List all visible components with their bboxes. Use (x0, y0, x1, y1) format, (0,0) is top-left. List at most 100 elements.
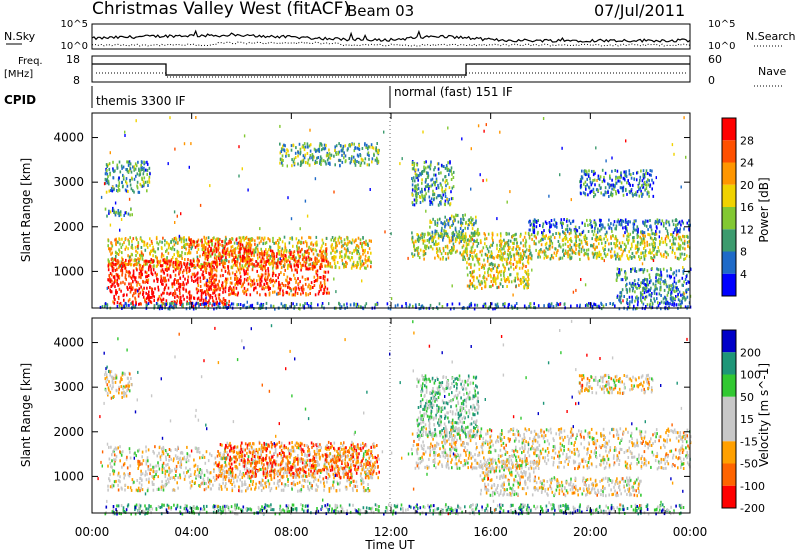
power-cell (464, 238, 467, 242)
power-cell (665, 255, 668, 259)
power-cell (553, 236, 556, 240)
power-cell (317, 259, 319, 263)
power-cell (279, 283, 281, 287)
power-cell (276, 264, 279, 268)
power-cell (216, 262, 219, 266)
power-cell (303, 260, 305, 264)
power-cell (637, 230, 639, 234)
power-cell (430, 178, 432, 182)
freq-unit: [MHz] (4, 69, 33, 80)
power-cell (655, 279, 657, 283)
power-cell (446, 179, 448, 182)
power-cell (222, 290, 224, 294)
power-cell (218, 296, 220, 300)
power-cell (174, 278, 176, 281)
power-cell (561, 226, 563, 229)
power-cell (504, 266, 506, 270)
power-cell (491, 233, 494, 237)
power-cell (433, 168, 435, 172)
power-cell (273, 257, 276, 261)
power-cell (423, 197, 425, 201)
power-cell (294, 260, 297, 264)
power-cell (444, 225, 446, 229)
power-cell (231, 249, 233, 253)
power-cell (187, 302, 190, 306)
power-cell (317, 156, 320, 159)
power-cell (470, 236, 472, 240)
power-cell (233, 247, 236, 251)
power-cell (449, 202, 452, 206)
power-cell (144, 280, 146, 284)
power-cell (360, 262, 363, 266)
power-cell (192, 257, 195, 261)
power-cell (174, 300, 176, 304)
power-cell (489, 262, 492, 266)
power-cell (109, 280, 111, 284)
power-cell (130, 287, 133, 290)
power-cell (452, 231, 454, 235)
power-cell (606, 252, 609, 256)
power-cell (118, 214, 120, 218)
power-cell (111, 185, 114, 189)
power-cell (107, 239, 110, 243)
power-cell (365, 239, 367, 243)
power-cell (506, 241, 509, 244)
power-cell (624, 271, 627, 275)
power-cell (133, 263, 135, 267)
power-cell (152, 245, 154, 249)
power-cell (321, 254, 324, 258)
power-cell (124, 266, 127, 270)
power-cell (175, 258, 177, 262)
power-cell (297, 150, 299, 154)
power-cell (213, 281, 216, 285)
power-cell (326, 287, 329, 291)
power-cell (121, 256, 123, 260)
power-cell (191, 264, 193, 268)
power-cell (613, 220, 616, 224)
power-cell (310, 302, 313, 305)
power-cell (117, 283, 119, 287)
power-cell (607, 248, 610, 252)
power-cell (568, 232, 571, 236)
power-cell (643, 247, 645, 250)
power-cell (651, 292, 653, 295)
power-cell (610, 242, 612, 246)
power-cell (294, 268, 297, 272)
power-cell (519, 279, 521, 283)
power-cell (523, 253, 526, 257)
power-cell (618, 298, 620, 302)
power-cell (184, 252, 186, 256)
power-cell (305, 293, 307, 297)
power-cell (108, 247, 110, 251)
power-cell (322, 274, 325, 278)
power-cell (575, 247, 577, 251)
power-cell (127, 163, 130, 167)
power-cell (289, 249, 291, 252)
power-cell (302, 284, 304, 288)
power-cell (570, 256, 573, 260)
power-cell (504, 250, 506, 254)
power-cell (174, 263, 177, 267)
power-cell (146, 172, 148, 176)
power-cell (134, 262, 137, 266)
power-cell (118, 160, 121, 164)
power-cell (122, 175, 125, 179)
power-cell (638, 257, 641, 261)
power-cell (217, 243, 220, 247)
power-cell (326, 151, 329, 155)
power-cell (480, 253, 483, 257)
power-cell (138, 275, 140, 279)
power-cell (466, 250, 468, 254)
power-cell (272, 240, 274, 243)
power-cell (592, 187, 595, 191)
power-cell (136, 268, 138, 272)
power-cell (112, 266, 115, 270)
power-cell (421, 190, 423, 194)
power-cell (508, 232, 510, 236)
power-cell (518, 260, 520, 264)
power-cell (146, 245, 149, 249)
power-cell (205, 242, 208, 246)
power-cell (153, 304, 156, 308)
power-cell (260, 239, 262, 243)
power-cell (224, 290, 227, 294)
